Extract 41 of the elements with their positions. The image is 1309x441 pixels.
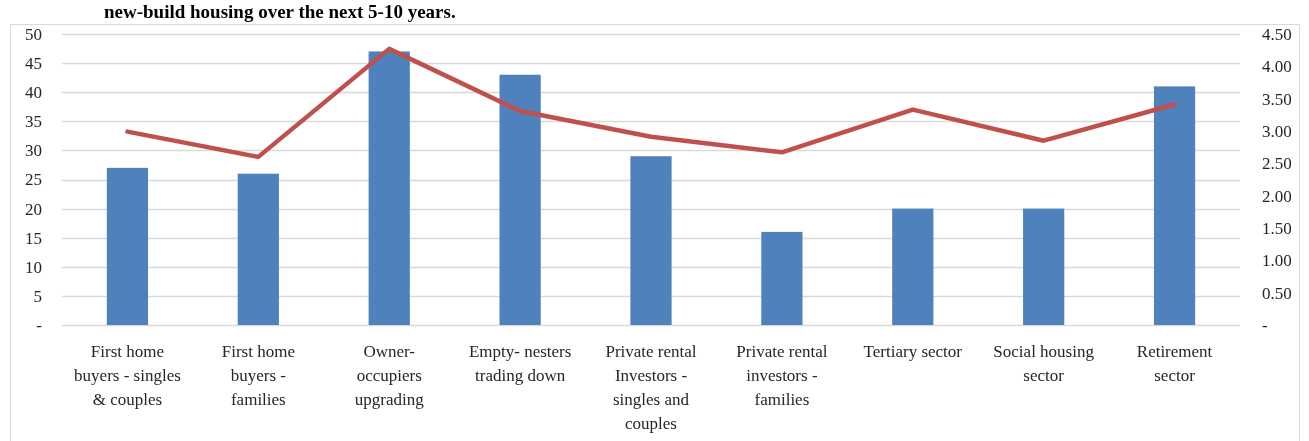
chart-title: new-build housing over the next 5-10 years. [104,1,456,22]
x-tick-label: Private rental investors - families [736,342,828,409]
bar [1023,208,1065,325]
y2-tick-label: 1.50 [1262,218,1292,238]
bar [237,173,279,325]
y-tick-label: 25 [25,170,42,190]
y2-tick-label: 3.00 [1262,121,1292,141]
y-tick-label: 20 [25,199,42,219]
bar [368,51,410,325]
bar [761,231,803,325]
y-tick-label: 15 [25,228,42,248]
bar [1153,86,1196,325]
bar [106,167,149,325]
x-tick-label: First home buyers - singles & couples [74,342,181,409]
y2-tick-label: 2.00 [1262,186,1292,206]
y2-tick-label: 0.50 [1262,283,1292,303]
y2-tick-label: - [1262,315,1268,335]
x-tick-label: Tertiary sector [863,342,963,361]
y-tick-label: 10 [25,257,42,277]
x-tick-label: Private rental Investors - singles and couples [605,342,697,433]
bar [630,156,672,325]
y-tick-label: 45 [25,54,42,74]
bar [499,74,541,325]
y2-tick-label: 2.50 [1262,154,1292,174]
x-tick-label: First home buyers - families [221,342,295,409]
y-tick-label: 35 [25,112,42,132]
y2-tick-label: 1.00 [1262,251,1292,271]
y2-tick-label: 4.50 [1262,24,1292,44]
x-tick-label: Social housing sector [993,342,1095,385]
x-tick-label: Owner-occupiers upgrading [354,342,425,409]
y-tick-label: - [36,315,43,335]
x-tick-label: Retirement sector [1136,342,1213,385]
y-tick-label: 40 [25,83,42,103]
line-series [125,46,1177,160]
y-tick-label: 50 [25,24,42,44]
y2-tick-label: 3.50 [1262,89,1292,109]
y-tick-label: 30 [25,141,42,161]
bar [892,208,934,325]
y-tick-label: 5 [33,286,42,306]
y2-tick-label: 4.00 [1262,57,1292,77]
x-tick-label: Empty- nesters trading down [468,342,572,385]
